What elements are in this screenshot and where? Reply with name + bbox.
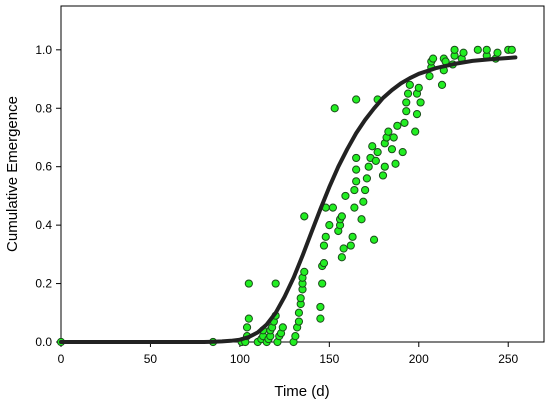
data-point: [321, 232, 330, 241]
data-point: [350, 185, 359, 195]
data-point: [348, 232, 357, 241]
data-point: [316, 314, 325, 323]
data-point: [362, 174, 371, 183]
x-tick-label: 50: [144, 352, 158, 366]
data-point: [357, 215, 366, 224]
data-point: [403, 89, 413, 98]
data-point: [291, 332, 300, 341]
data-point: [352, 177, 361, 186]
data-point: [384, 127, 393, 136]
y-tick-label: 0.2: [35, 277, 52, 291]
data-point: [482, 45, 491, 54]
x-tick-label: 0: [58, 352, 65, 366]
data-point: [325, 221, 334, 230]
y-tick-label: 0.6: [35, 160, 52, 174]
data-point: [405, 80, 414, 89]
data-point: [391, 159, 400, 168]
data-point: [387, 145, 397, 154]
x-tick-label: 250: [498, 352, 518, 366]
x-tick-label: 200: [409, 352, 429, 366]
data-point: [242, 323, 252, 332]
data-point: [428, 54, 438, 63]
y-axis-title: Cumulative Emergence: [4, 96, 21, 252]
data-point: [380, 162, 389, 171]
data-point: [341, 191, 350, 201]
x-axis-ticks: 0 50 100 150 200 250: [58, 342, 519, 366]
data-point: [402, 107, 411, 116]
data-point: [318, 279, 327, 288]
y-axis-ticks: 0.0 0.2 0.4 0.6 0.8 1.0: [35, 43, 61, 349]
x-tick-label: 150: [319, 352, 339, 366]
data-point: [319, 241, 329, 250]
data-point: [507, 45, 516, 54]
data-point: [352, 165, 361, 174]
data-point: [296, 294, 305, 303]
data-point: [402, 98, 411, 107]
data-point: [373, 147, 382, 157]
data-point: [393, 121, 402, 130]
data-points: [56, 45, 516, 347]
data-point: [425, 72, 434, 81]
data-point: [389, 133, 398, 142]
data-point: [400, 118, 409, 127]
y-tick-label: 0.0: [35, 335, 52, 349]
data-point: [359, 197, 368, 206]
data-point: [412, 110, 422, 119]
data-point: [244, 279, 253, 288]
data-point: [330, 104, 339, 113]
data-point: [368, 142, 377, 151]
y-tick-label: 1.0: [35, 43, 52, 57]
data-point: [300, 267, 309, 276]
data-point: [369, 235, 379, 244]
data-point: [416, 98, 425, 107]
x-tick-label: 100: [230, 352, 250, 366]
data-point: [328, 203, 338, 212]
data-point: [411, 127, 420, 136]
data-point: [371, 156, 380, 165]
data-point: [437, 80, 447, 89]
data-point: [294, 308, 304, 317]
y-tick-label: 0.8: [35, 101, 52, 115]
data-point: [352, 153, 361, 163]
data-point: [271, 279, 280, 288]
data-point: [244, 314, 253, 323]
data-point: [459, 48, 468, 57]
data-point: [378, 171, 388, 180]
data-point: [352, 95, 361, 104]
data-point: [414, 83, 423, 92]
x-axis-title: Time (d): [274, 383, 329, 400]
data-point: [278, 323, 287, 332]
data-point: [337, 253, 346, 262]
data-point: [300, 212, 309, 221]
data-point: [364, 162, 373, 171]
data-point: [350, 203, 359, 212]
data-point: [339, 244, 348, 253]
data-point: [346, 241, 355, 250]
data-point: [493, 48, 502, 57]
data-point: [398, 147, 407, 157]
data-point: [361, 185, 370, 195]
data-point: [316, 302, 325, 312]
plot-frame: [60, 5, 545, 343]
data-point: [473, 45, 482, 54]
data-point: [294, 317, 304, 326]
y-tick-label: 0.4: [35, 218, 52, 232]
data-point: [450, 45, 459, 54]
data-point: [337, 212, 346, 221]
fitted-curve: [59, 55, 518, 344]
data-point: [319, 259, 329, 268]
